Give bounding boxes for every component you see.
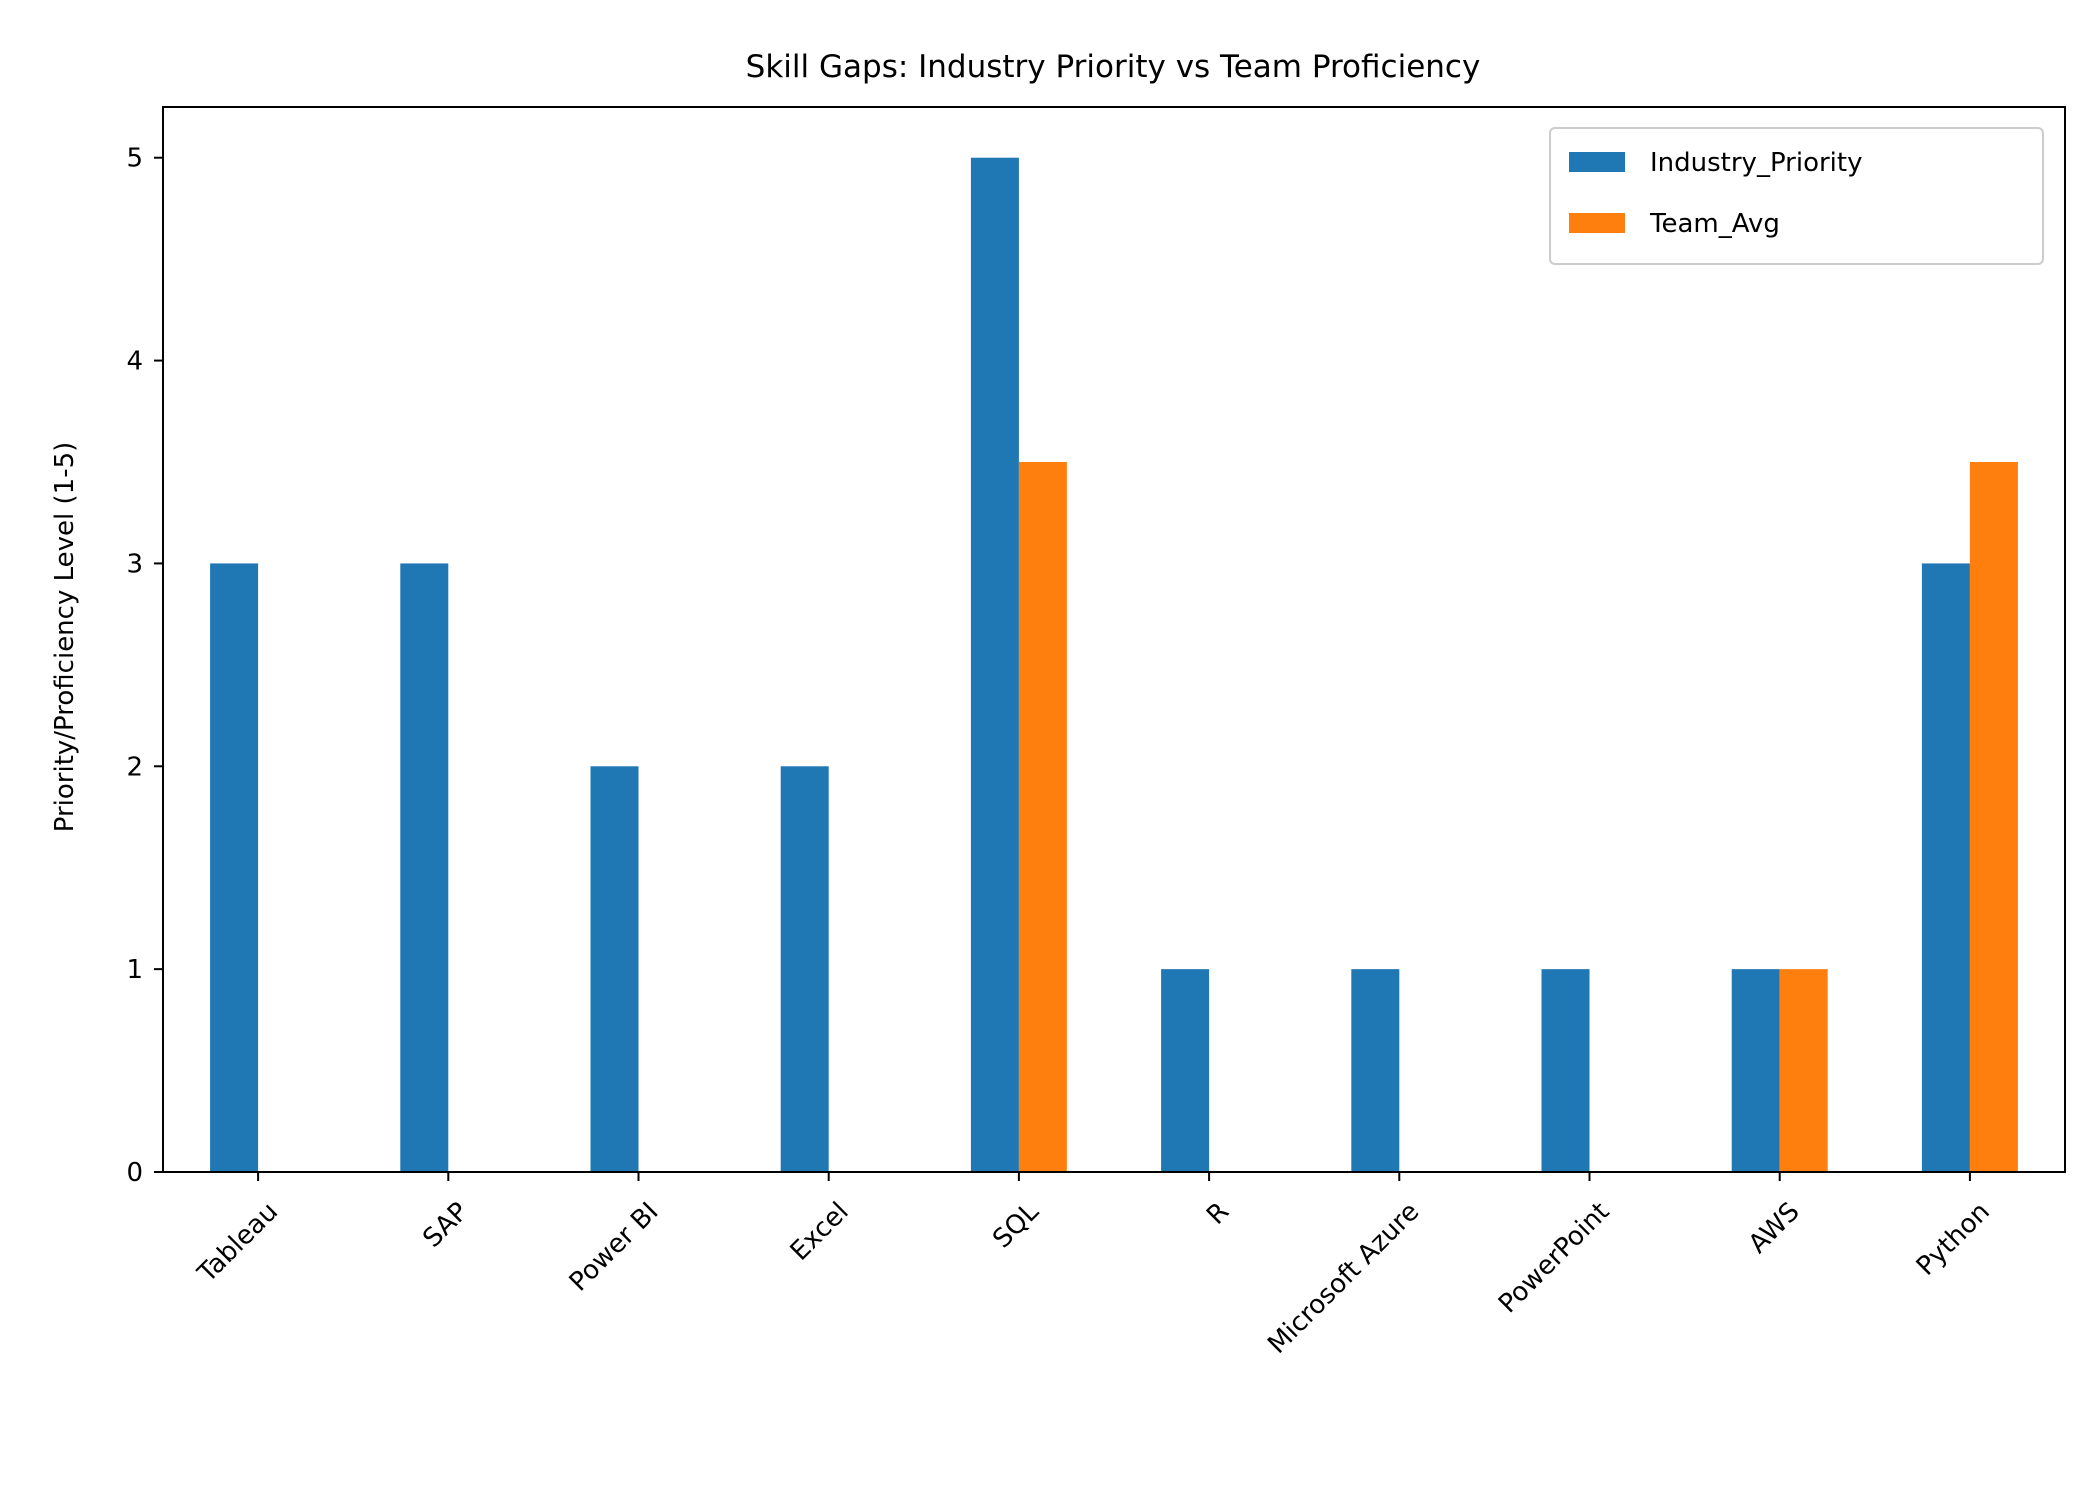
y-tick-label: 3 [126,549,143,579]
y-tick-label: 1 [126,955,143,985]
bar-industry-priority-python [1921,563,1970,1172]
legend-label: Industry_Priority [1650,148,1862,178]
plot-frame [162,106,2066,1173]
bar-industry-priority-sql [970,157,1019,1172]
bar-industry-priority-powerpoint [1541,969,1590,1172]
bar-industry-priority-microsoft-azure [1351,969,1400,1172]
y-tick-label: 4 [126,347,143,377]
bar-industry-priority-aws [1731,969,1780,1172]
legend-box [1549,127,2044,265]
y-axis-title: Priority/Proficiency Level (1-5) [50,442,80,833]
legend-swatch [1569,213,1625,233]
y-tick-label: 2 [126,752,143,782]
bar-team-avg-aws [1779,969,1828,1172]
bar-industry-priority-sap [400,563,449,1172]
legend: Industry_Priority Team_Avg [1549,127,2044,265]
bar-industry-priority-tableau [210,563,259,1172]
bars-layer [210,157,2018,1172]
y-tick-label: 0 [126,1158,143,1188]
bar-industry-priority-r [1161,969,1210,1172]
y-tick-label: 5 [126,144,143,174]
bar-industry-priority-power-bi [590,766,639,1172]
bar-team-avg-sql [1018,462,1067,1172]
legend-label: Team_Avg [1649,209,1780,239]
chart-title: Skill Gaps: Industry Priority vs Team Pr… [746,49,1481,85]
bar-industry-priority-excel [780,766,829,1172]
bar-team-avg-python [1969,462,2018,1172]
legend-swatch [1569,152,1625,172]
